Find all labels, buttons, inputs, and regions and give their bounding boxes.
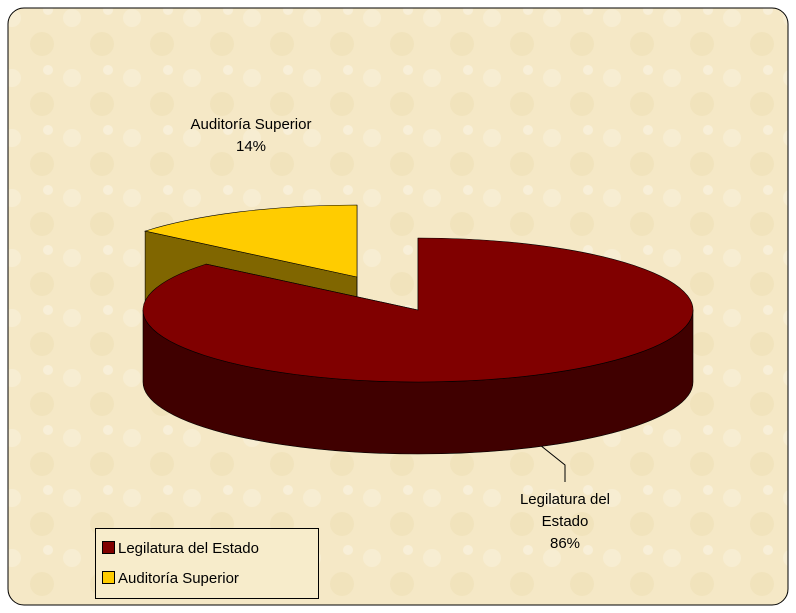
data-label-value: 86% [549,535,581,552]
data-label-name: Legilatura del Estado [519,491,611,530]
data-label: Legilatura del Estado 86% [500,489,630,555]
data-label-name: Auditoría Superior [190,116,312,133]
legend-swatch [102,541,115,554]
data-label: Auditoría Superior 14% [186,114,316,158]
legend-swatch [102,571,115,584]
legend: Legilatura del Estado Auditoría Superior [95,528,319,599]
legend-item: Auditoría Superior [102,569,239,589]
legend-label: Legilatura del Estado [118,540,259,557]
slice-top [143,204,358,278]
slice-top [142,237,694,383]
legend-label: Auditoría Superior [118,570,239,587]
data-label-value: 14% [235,138,267,155]
legend-item: Legilatura del Estado [102,539,259,559]
leader-line [539,444,566,482]
